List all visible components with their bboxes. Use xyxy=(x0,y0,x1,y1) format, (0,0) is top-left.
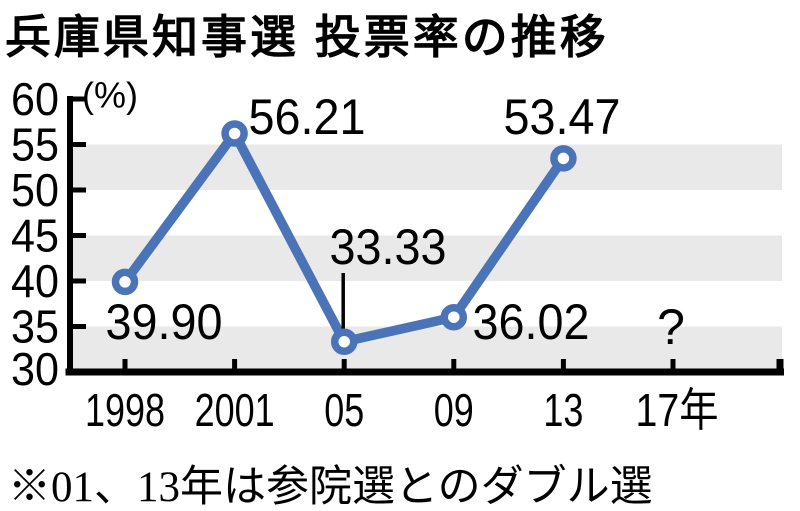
data-point-marker xyxy=(550,145,577,172)
x-axis-label: 2001 xyxy=(195,384,275,436)
x-axis-label: 1998 xyxy=(85,384,165,436)
y-axis-unit-label: (%) xyxy=(82,75,138,116)
data-point-marker xyxy=(111,268,139,296)
y-axis-label: 45 xyxy=(11,210,59,262)
data-value-label: 53.47 xyxy=(504,89,621,145)
x-axis-label: 05 xyxy=(324,384,364,436)
x-axis-label: 09 xyxy=(434,384,474,436)
grid-band xyxy=(70,235,782,281)
chart-title: 兵庫県知事選 投票率の推移 xyxy=(5,11,609,63)
y-axis-label: 50 xyxy=(11,164,59,216)
y-axis-label: 30 xyxy=(11,343,59,395)
x-axis-label: 13 xyxy=(543,384,583,436)
data-value-label: 36.02 xyxy=(473,294,590,350)
y-axis-label: 60 xyxy=(11,73,59,125)
x-axis-label: 17年 xyxy=(636,384,719,436)
data-value-label: ? xyxy=(657,299,685,355)
data-point-marker xyxy=(440,303,468,331)
data-value-label: 33.33 xyxy=(330,219,447,275)
y-axis-label: 55 xyxy=(11,119,59,171)
footnote: ※01、13年は参院選とのダブル選 xyxy=(8,464,653,511)
grid-band xyxy=(70,326,782,372)
data-value-label: 39.90 xyxy=(106,294,223,350)
y-axis-label: 40 xyxy=(11,255,59,307)
grid-band xyxy=(70,144,782,190)
data-point-marker xyxy=(330,328,358,355)
data-point-marker xyxy=(221,120,248,147)
y-axis-label: 35 xyxy=(11,301,59,353)
data-value-label: 56.21 xyxy=(249,89,366,145)
